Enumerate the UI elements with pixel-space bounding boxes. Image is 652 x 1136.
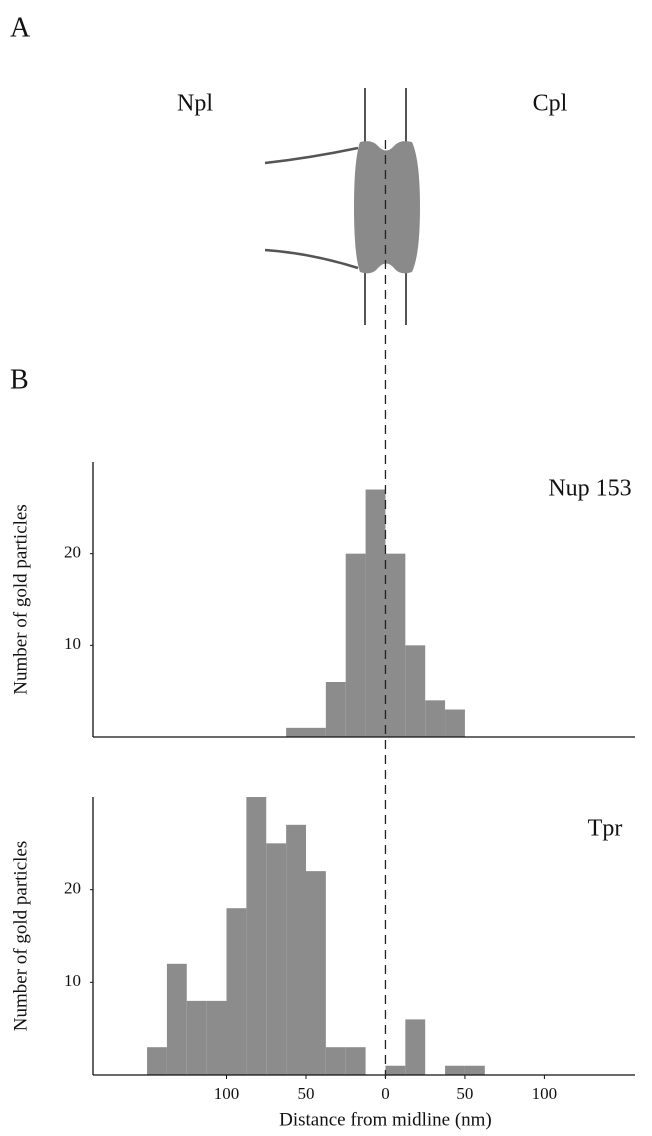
bar: [385, 553, 406, 737]
bar: [246, 797, 267, 1075]
x-axis-label: Distance from midline (nm): [279, 1109, 492, 1130]
x-tick-label: 50: [297, 1084, 314, 1103]
bar: [345, 553, 366, 737]
bar: [266, 843, 287, 1075]
bar: [305, 727, 326, 737]
y-tick-label: 20: [64, 879, 81, 898]
bar: [464, 1065, 485, 1075]
bar: [405, 1019, 426, 1075]
chart-title: Tpr: [588, 816, 623, 842]
y-axis-label: Number of gold particles: [10, 841, 31, 1031]
x-tick-label: 0: [381, 1084, 390, 1103]
bar: [206, 1000, 227, 1075]
bar: [305, 871, 326, 1075]
pore-complex: [354, 141, 420, 274]
bar: [425, 700, 446, 737]
bar: [445, 1065, 465, 1075]
bar: [186, 1000, 207, 1075]
cpl-label: Cpl: [533, 91, 568, 117]
bar: [147, 1047, 167, 1075]
filament: [264, 146, 359, 165]
bar: [325, 1047, 346, 1075]
pore-diagram: [264, 88, 420, 325]
panel-label: A: [10, 12, 31, 43]
x-tick-label: 100: [532, 1084, 558, 1103]
bar: [166, 963, 187, 1075]
bar: [286, 824, 306, 1075]
bar: [445, 709, 465, 737]
bar: [286, 727, 306, 737]
y-tick-label: 10: [64, 971, 81, 990]
bar: [345, 1047, 366, 1075]
y-tick-label: 20: [64, 543, 81, 562]
y-axis-label: Number of gold particles: [10, 504, 31, 694]
bar: [365, 489, 386, 737]
x-tick-label: 50: [456, 1084, 473, 1103]
bar: [325, 682, 346, 737]
panel-label: B: [10, 364, 29, 395]
bar: [226, 908, 247, 1075]
filament: [264, 248, 359, 270]
chart-title: Nup 153: [548, 476, 631, 502]
bar: [405, 645, 426, 737]
bar: [385, 1065, 406, 1075]
x-tick-label: 100: [214, 1084, 240, 1103]
npl-label: Npl: [177, 91, 213, 117]
y-tick-label: 10: [64, 634, 81, 653]
